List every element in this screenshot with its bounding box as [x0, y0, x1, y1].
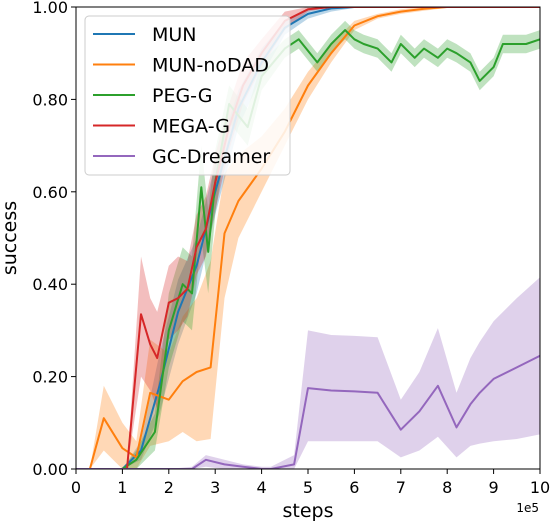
y-axis-label: success — [0, 201, 21, 275]
legend: MUN MUN-noDAD PEG-G MEGA-G GC-Dreamer — [84, 15, 291, 176]
x-tick-label: 10 — [530, 478, 550, 497]
x-tick-label: 6 — [349, 478, 359, 497]
y-tick-label: 0.40 — [32, 275, 68, 294]
y-tick-label: 0.80 — [32, 90, 68, 109]
x-tick-label: 5 — [303, 478, 313, 497]
x-axis-ticks: 0 1 2 3 4 5 6 7 8 9 10 — [71, 469, 550, 497]
x-axis-offset-text: 1e5 — [516, 501, 539, 515]
y-tick-label: 0.20 — [32, 368, 68, 387]
x-tick-label: 3 — [210, 478, 220, 497]
y-tick-label: 0.00 — [32, 460, 68, 479]
y-tick-label: 0.60 — [32, 183, 68, 202]
x-tick-label: 9 — [489, 478, 499, 497]
x-tick-label: 4 — [257, 478, 267, 497]
legend-label-mun: MUN — [152, 24, 197, 46]
y-tick-label: 1.00 — [32, 0, 68, 17]
x-tick-label: 0 — [71, 478, 81, 497]
x-tick-label: 8 — [442, 478, 452, 497]
legend-label-peg-g: PEG-G — [152, 85, 212, 107]
x-tick-label: 7 — [396, 478, 406, 497]
legend-label-mun-nodad: MUN-noDAD — [152, 55, 269, 77]
series-line-mun-nodad — [76, 7, 540, 469]
x-tick-label: 1 — [117, 478, 127, 497]
series-line-gc-dreamer — [76, 354, 540, 469]
series-band-gc-dreamer — [76, 277, 540, 469]
legend-frame — [84, 15, 291, 176]
legend-label-mega-g: MEGA-G — [152, 116, 230, 138]
y-axis-ticks: 0.00 0.20 0.40 0.60 0.80 1.00 — [32, 0, 76, 479]
series-line-mega-g — [76, 7, 540, 469]
x-axis-label: steps — [283, 500, 334, 522]
x-tick-label: 2 — [164, 478, 174, 497]
legend-label-gc-dreamer: GC-Dreamer — [152, 146, 270, 168]
series-line-peg-g — [76, 29, 540, 469]
series-band-mun-nodad — [76, 7, 540, 469]
